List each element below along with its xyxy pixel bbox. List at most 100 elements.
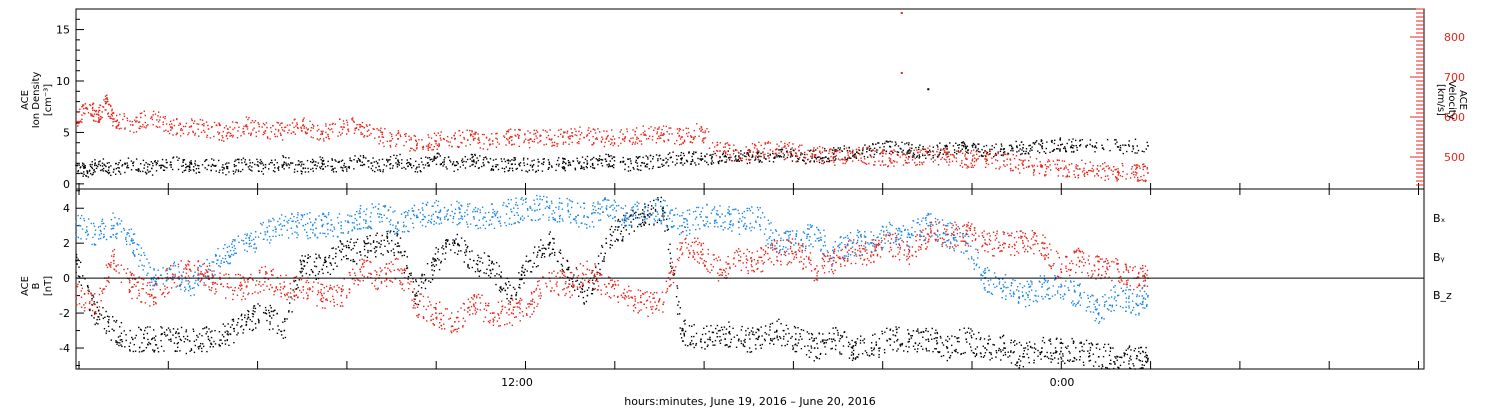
b-bx-point <box>515 293 517 296</box>
density-point <box>153 160 156 163</box>
b-bx-point <box>364 242 366 245</box>
b-bx-point <box>1020 344 1023 346</box>
b-bx-point <box>771 340 773 342</box>
b-bx-point <box>299 270 301 273</box>
b-bx-point <box>959 329 961 331</box>
b-bx-point <box>898 326 900 329</box>
velocity-point <box>325 136 327 139</box>
b-bx-point <box>736 334 738 336</box>
b-bx-point <box>248 328 251 330</box>
velocity-point <box>109 104 112 107</box>
b-bx-point <box>144 329 146 332</box>
b-bx-point <box>356 252 358 254</box>
velocity-point <box>679 143 681 146</box>
b-bx-point <box>195 339 198 341</box>
density-point <box>841 150 844 152</box>
b-bx-point <box>93 317 95 319</box>
velocity-point <box>628 139 631 142</box>
b-bx-point <box>652 207 655 209</box>
density-point <box>1076 146 1078 149</box>
velocity-point <box>1136 180 1139 182</box>
velocity-point <box>534 132 537 135</box>
b-bx-point <box>824 346 826 348</box>
velocity-point <box>479 141 481 144</box>
b-bx-point <box>1113 367 1115 370</box>
velocity-point <box>693 129 696 132</box>
b-bx-point <box>711 331 714 333</box>
velocity-point <box>119 113 121 116</box>
density-point <box>114 173 117 175</box>
density-point <box>137 170 140 172</box>
b-bx-point <box>693 335 695 338</box>
b-bx-point <box>753 334 755 336</box>
density-point <box>778 149 780 151</box>
velocity-point <box>78 122 80 124</box>
velocity-point <box>1093 175 1096 177</box>
velocity-point <box>1049 169 1052 171</box>
density-point <box>882 143 884 145</box>
density-point <box>532 163 535 166</box>
b-bx-point <box>1061 342 1064 345</box>
velocity-point <box>1090 170 1093 172</box>
b-bx-point <box>506 297 508 300</box>
b-bx-point <box>946 359 949 362</box>
b-bx-point <box>245 321 248 323</box>
density-point <box>542 163 544 166</box>
density-point <box>193 165 195 168</box>
b-bx-point <box>500 287 502 290</box>
b-bx-point <box>1053 357 1056 359</box>
b-bx-point <box>926 350 928 352</box>
velocity-point <box>518 134 520 137</box>
velocity-point <box>363 127 365 129</box>
density-point <box>848 157 851 159</box>
b-bx-point <box>857 353 860 356</box>
b-bx-point <box>346 240 349 242</box>
velocity-point <box>399 134 401 136</box>
density-point <box>928 153 931 156</box>
b-bx-point <box>324 256 327 259</box>
velocity-point <box>253 127 255 129</box>
velocity-point <box>660 132 662 134</box>
b-bx-point <box>426 262 429 265</box>
velocity-point <box>85 106 88 109</box>
b-bx-point <box>467 266 469 268</box>
b-bx-point <box>108 330 110 333</box>
density-point <box>780 151 783 153</box>
b-bx-point <box>673 274 675 276</box>
b-bx-point <box>923 331 925 333</box>
velocity-point <box>142 124 144 126</box>
velocity-point <box>99 104 101 106</box>
density-point <box>808 150 811 152</box>
velocity-point <box>188 126 191 128</box>
b-bx-point <box>248 310 250 313</box>
b-bx-point <box>227 331 229 333</box>
b-bx-point <box>394 243 397 246</box>
velocity-point <box>804 156 807 159</box>
velocity-point <box>198 135 200 137</box>
density-point <box>349 159 351 161</box>
density-point <box>768 160 771 162</box>
b-bx-point <box>223 336 225 338</box>
density-point <box>911 144 913 146</box>
b-bx-point <box>751 333 754 335</box>
velocity-point <box>762 152 764 154</box>
density-point <box>491 165 494 168</box>
velocity-point <box>270 131 273 133</box>
b-bx-point <box>382 254 384 256</box>
b-bx-point <box>312 271 314 274</box>
b-bx-point <box>77 275 80 277</box>
b-bx-point <box>306 261 308 264</box>
density-point <box>386 159 388 161</box>
density-point <box>443 163 445 166</box>
b-bx-point <box>96 306 98 309</box>
velocity-point <box>635 138 638 140</box>
density-point <box>192 169 195 171</box>
density-point <box>937 146 939 148</box>
velocity-point <box>882 152 885 154</box>
density-point <box>915 156 918 158</box>
density-point <box>340 166 342 169</box>
b-bx-point <box>834 339 836 342</box>
velocity-point <box>775 154 777 156</box>
velocity-point <box>421 139 423 141</box>
velocity-point <box>540 140 542 142</box>
